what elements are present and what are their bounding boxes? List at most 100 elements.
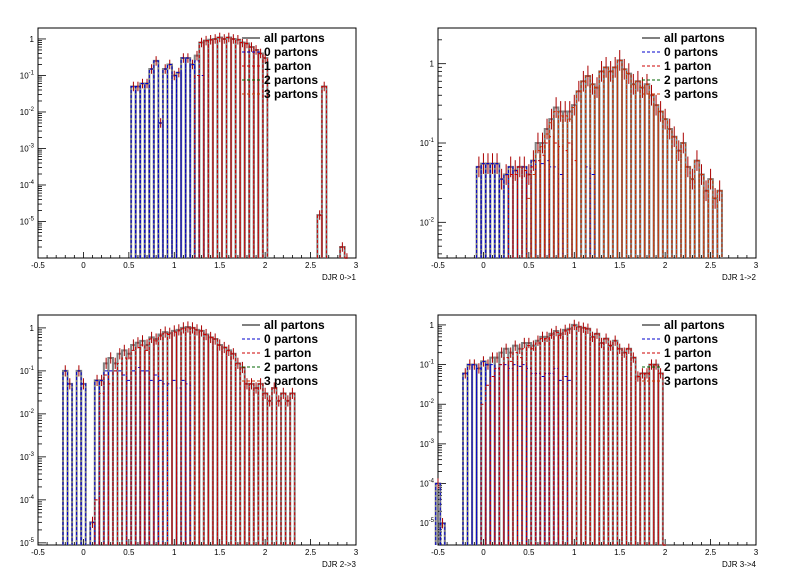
histogram-bin <box>517 357 523 545</box>
histogram-bin <box>521 170 528 258</box>
histogram-bin <box>694 160 700 258</box>
x-tick-label: 1.5 <box>614 548 626 557</box>
histogram-bin <box>148 338 155 545</box>
series-3-partons <box>526 59 723 258</box>
panel-4: -0.5 0 0.5 1 1.5 2 2.5 3 1 10-1 10-2 10-3 10-4 10-5 DJ… <box>420 314 759 569</box>
histogram-bin <box>526 345 532 545</box>
legend-entry: 2 partons <box>264 73 318 87</box>
x-tick-label: -0.5 <box>31 261 45 270</box>
histogram-bin <box>148 68 155 258</box>
y-tick-label: 10-2 <box>20 107 35 117</box>
histogram-bin <box>139 344 146 545</box>
legend-entry: all partons <box>264 318 325 332</box>
x-tick-label: 0.5 <box>123 261 135 270</box>
histogram-bin <box>176 387 182 545</box>
histogram-bin <box>498 178 505 258</box>
y-tick-label: 10-3 <box>420 439 435 449</box>
y-tick-label: 10-1 <box>20 366 35 376</box>
y-tick-label: 10-2 <box>20 409 35 419</box>
histogram-bin <box>80 383 87 545</box>
histogram-bin <box>180 57 187 258</box>
x-tick-label: 2 <box>263 548 268 557</box>
histogram-bin <box>126 357 132 545</box>
histogram-bin <box>321 85 327 258</box>
y-tick-label: 10-1 <box>20 70 35 80</box>
x-tick-label: -0.5 <box>31 548 45 557</box>
series-1-parton <box>194 36 350 259</box>
legend-entry: 2 partons <box>664 360 718 374</box>
histogram-bin <box>435 483 441 545</box>
histogram-bin <box>526 197 532 258</box>
histogram-bin <box>153 374 159 545</box>
x-tick-label: 0 <box>81 261 86 270</box>
y-tick-label: 1 <box>430 321 435 330</box>
histogram-bin <box>89 521 96 545</box>
legend-entry: 3 partons <box>264 87 318 101</box>
histogram-bin <box>157 335 164 545</box>
histogram-bin <box>316 214 323 258</box>
legend-entry: 0 partons <box>664 45 718 59</box>
x-tick-label: 2 <box>263 261 268 270</box>
histogram-bin <box>657 372 664 545</box>
histogram-bin <box>207 39 214 258</box>
histogram-bin <box>235 39 241 258</box>
histogram-bin <box>503 357 509 545</box>
histogram-bin <box>607 345 614 545</box>
x-tick-label: 0 <box>481 548 486 557</box>
histogram-bin <box>703 190 709 258</box>
histogram-bin <box>503 174 509 258</box>
histogram-bin <box>166 63 173 258</box>
legend-entry: all partons <box>664 31 725 45</box>
histogram-bin <box>571 325 578 545</box>
x-tick-label: 0 <box>481 261 486 270</box>
histogram-bin <box>507 174 514 258</box>
histogram-bin <box>207 336 214 545</box>
histogram-bin <box>707 178 714 258</box>
x-tick-label: 3 <box>754 548 759 557</box>
histogram-bin <box>103 374 109 545</box>
histogram-bin <box>557 334 564 545</box>
histogram-bin <box>630 357 637 545</box>
histogram-bin <box>189 327 196 545</box>
x-tick-label: 2.5 <box>705 261 717 270</box>
x-tick-label: 1.5 <box>614 261 626 270</box>
x-axis-title: DJR 3->4 <box>722 560 757 569</box>
histogram-bin <box>653 104 659 258</box>
histogram-bin <box>507 360 514 545</box>
legend-entry: 3 partons <box>664 87 718 101</box>
x-tick-label: 2 <box>663 548 668 557</box>
histogram-bin <box>162 68 168 258</box>
plot-frame <box>37 27 357 259</box>
y-tick-label: 10-3 <box>20 452 35 462</box>
histogram-bin <box>271 387 277 545</box>
y-tick-label: 10-4 <box>420 479 435 489</box>
y-tick-label: 1 <box>430 60 435 69</box>
histogram-bin <box>189 63 196 258</box>
panel-3: -0.5 0 0.5 1 1.5 2 2.5 3 1 10-1 10-2 10-3 10-4 10-5 DJ… <box>20 314 359 569</box>
x-tick-label: 0.5 <box>523 548 535 557</box>
histogram-bin <box>185 327 191 545</box>
histogram-bin <box>712 197 718 258</box>
x-tick-label: 1.5 <box>214 548 226 557</box>
legend-entry: 1 parton <box>664 346 711 360</box>
histogram-bin <box>171 331 178 545</box>
histogram-bin <box>616 59 623 258</box>
histogram-bin <box>253 387 259 545</box>
histogram-bin <box>153 60 159 258</box>
histogram-bin <box>262 57 268 258</box>
histogram-bin <box>121 357 128 545</box>
histogram-bin <box>548 334 555 545</box>
series-1-parton <box>94 327 296 545</box>
legend-entry: 0 partons <box>264 332 318 346</box>
x-tick-label: 1 <box>172 261 177 270</box>
histogram-bin <box>489 376 496 545</box>
histogram-bin <box>485 384 491 545</box>
x-tick-label: 3 <box>754 261 759 270</box>
histogram-bin <box>121 374 128 545</box>
y-tick-label: 10-2 <box>420 217 435 227</box>
panel-2: -0.5 0 0.5 1 1.5 2 2.5 3 1 10-1 10-2 DJR 1->2 all pa… <box>420 27 759 282</box>
histogram-bin <box>621 68 628 258</box>
x-tick-label: -0.5 <box>431 548 445 557</box>
